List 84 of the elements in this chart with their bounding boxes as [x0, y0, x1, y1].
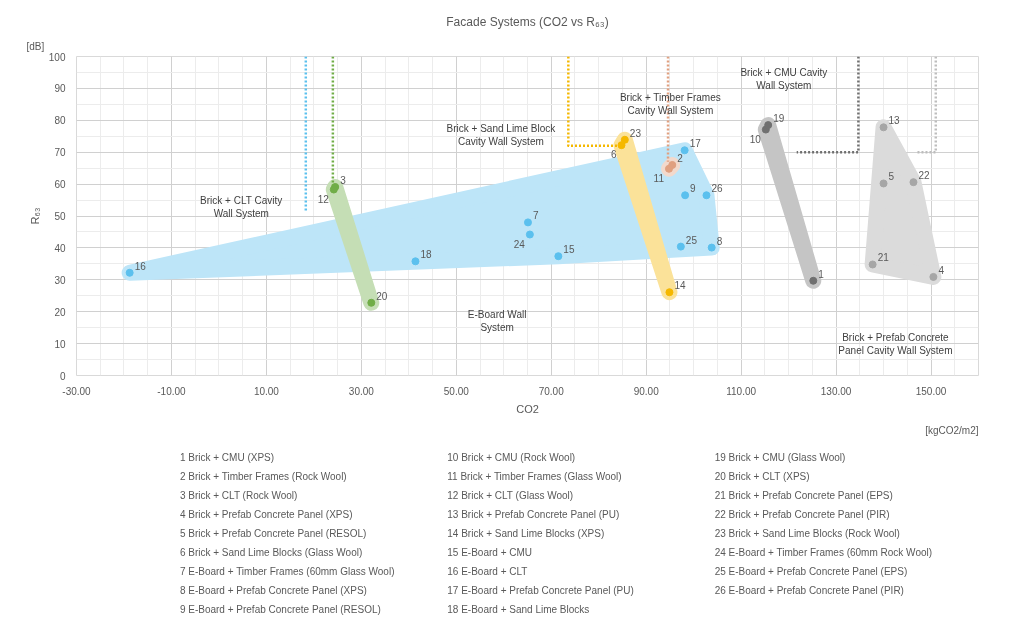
annotation: 10	[749, 133, 762, 145]
text: [kgCO2/m2]	[925, 424, 979, 436]
x-tick-label: 150.00	[915, 385, 947, 397]
y-tick-label: 60	[54, 179, 66, 191]
y-tick-label: 50	[54, 211, 66, 222]
text: 12 Brick + CLT (Glass Wool)	[447, 490, 574, 501]
annotation: 1	[818, 268, 825, 280]
y-tick-label: 0	[59, 370, 66, 382]
x-tick-label: 30.00	[348, 385, 375, 397]
text: [dB]	[26, 40, 45, 52]
annotation: 19	[773, 113, 785, 125]
text: 18 E-Board + Sand Lime Blocks	[447, 604, 590, 615]
text: 9 E-Board + Prefab Concrete Panel (RESOL)	[179, 604, 381, 615]
x-tick-label: 90.00	[633, 385, 660, 397]
annotation: 5	[888, 171, 895, 183]
annotation: E-Board Wall System	[467, 309, 527, 334]
annotation: Brick + CMU Cavity Wall System	[740, 66, 828, 91]
y-tick-label: 90	[54, 83, 66, 95]
annotation: 12	[317, 193, 330, 205]
annotation: 23	[629, 127, 642, 139]
text: 26 E-Board + Prefab Concrete Panel (PIR)	[714, 585, 904, 596]
annotation: 14	[674, 280, 687, 292]
y-tick-label: 40	[54, 242, 66, 254]
annotation: 11	[653, 172, 665, 184]
text: 22 Brick + Prefab Concrete Panel (PIR)	[714, 509, 890, 520]
annotation: 2	[677, 152, 684, 164]
text: 5 Brick + Prefab Concrete Panel (RESOL)	[179, 528, 367, 539]
y-tick-label: 30	[54, 274, 66, 286]
x-tick-label: -10.00	[157, 385, 187, 397]
text: 4 Brick + Prefab Concrete Panel (XPS)	[179, 509, 353, 520]
text: 8 E-Board + Prefab Concrete Panel (XPS)	[179, 585, 367, 596]
annotation: 9	[690, 183, 697, 195]
x-tick-label: 130.00	[820, 385, 852, 397]
annotation: 4	[938, 264, 945, 276]
chart-title: Facade Systems (CO2 vs R₆₃)	[446, 14, 609, 29]
y-tick-label: 100	[48, 51, 66, 63]
y-tick-label: 20	[54, 306, 66, 318]
text: 1 Brick + CMU (XPS)	[179, 452, 275, 463]
text: 21 Brick + Prefab Concrete Panel (EPS)	[714, 490, 893, 501]
annotation: 6	[610, 149, 617, 161]
annotation: 22	[918, 170, 931, 182]
text: 16 E-Board + CLT	[447, 566, 528, 577]
y-tick-label: 80	[54, 115, 66, 127]
annotation: 8	[716, 235, 723, 247]
annotation: 3	[340, 174, 347, 186]
x-tick-label: 10.00	[253, 385, 280, 397]
text: 14 Brick + Sand Lime Blocks (XPS)	[447, 528, 605, 539]
annotation: 18	[420, 249, 433, 261]
annotation: 26	[711, 183, 724, 195]
text: 24 E-Board + Timber Frames (60mm Rock Wool)	[714, 547, 933, 558]
annotation: 21	[877, 252, 890, 264]
text: 23 Brick + Sand Lime Blocks (Rock Wool)	[714, 528, 900, 539]
text: 3 Brick + CLT (Rock Wool)	[179, 490, 298, 501]
annotation: 15	[563, 244, 575, 256]
annotation: 20	[376, 290, 388, 302]
annotation: 25	[685, 234, 698, 246]
annotation: Brick + CLT Cavity Wall System	[200, 195, 283, 220]
annotation: 16	[134, 260, 147, 272]
text: 6 Brick + Sand Lime Blocks (Glass Wool)	[179, 547, 363, 558]
text: 25 E-Board + Prefab Concrete Panel (EPS)	[714, 566, 908, 577]
y-axis-title: R₆₃	[28, 207, 41, 225]
text: 13 Brick + Prefab Concrete Panel (PU)	[447, 509, 620, 520]
y-tick-label: 70	[54, 147, 66, 159]
x-axis-title: CO2	[516, 402, 539, 415]
text: 11 Brick + Timber Frames (Glass Wool)	[447, 471, 622, 482]
text: 7 E-Board + Timber Frames (60mm Glass Wool)	[179, 566, 395, 577]
annotation: Brick + Prefab Concrete Panel Cavity Wall System	[838, 331, 953, 356]
y-tick-label: 10	[54, 338, 66, 350]
annotation: 24	[513, 238, 526, 250]
annotation: 13	[888, 115, 901, 127]
text: 17 E-Board + Prefab Concrete Panel (PU)	[447, 585, 634, 596]
x-tick-label: -30.00	[62, 385, 92, 397]
x-tick-label: 50.00	[443, 385, 470, 397]
annotation: Brick + Timber Frames Cavity Wall System	[619, 92, 721, 117]
annotation: 7	[532, 210, 539, 222]
text: 20 Brick + CLT (XPS)	[714, 471, 810, 482]
annotation: 17	[689, 138, 702, 150]
text: 15 E-Board + CMU	[447, 547, 533, 558]
x-tick-label: 70.00	[538, 385, 565, 397]
text: 2 Brick + Timber Frames (Rock Wool)	[179, 471, 347, 482]
text: 10 Brick + CMU (Rock Wool)	[447, 452, 576, 463]
annotation: Brick + Sand Lime Block Cavity Wall System	[446, 122, 557, 147]
x-tick-label: 110.00	[726, 385, 757, 397]
text: 19 Brick + CMU (Glass Wool)	[714, 452, 846, 463]
